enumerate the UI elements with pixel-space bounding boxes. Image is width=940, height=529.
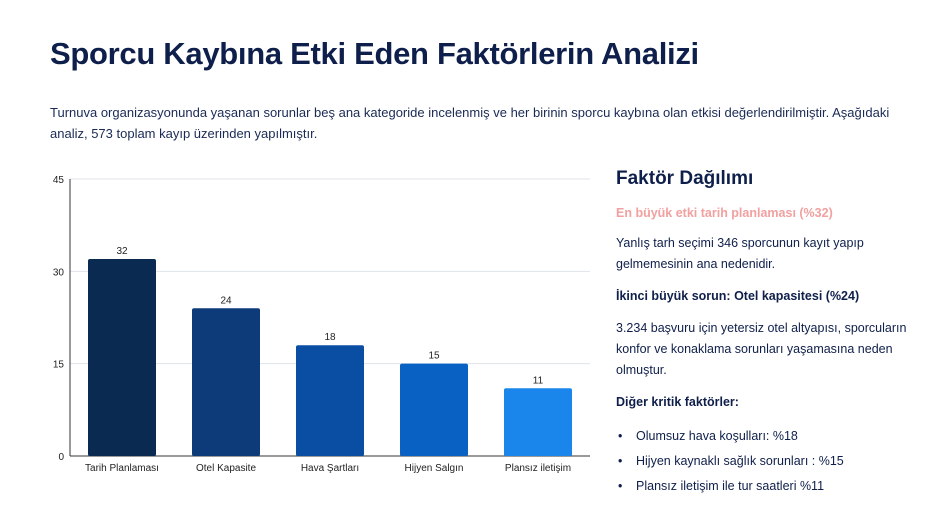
bar-chart: 0 15 30 45 32 Tarih Planlaması 24 Otel Kapasite…: [53, 175, 590, 474]
factor-panel: Faktör Dağılımı En büyük etki tarih plan…: [616, 168, 916, 499]
intro-text: Turnuva organizasyonunda yaşanan sorunla…: [50, 105, 890, 141]
bar: [400, 363, 468, 456]
page-title: Sporcu Kaybına Etki Eden Faktörlerin Ana…: [50, 36, 699, 71]
bar: [296, 345, 364, 456]
list-item: Plansız iletişim ile tur saatleri %11: [616, 474, 916, 499]
data-label: 11: [533, 375, 544, 386]
paragraph-4: Diğer kritik faktörler:: [616, 395, 739, 409]
x-tick-label: Hava Şartları: [301, 463, 359, 474]
list-item: Hijyen kaynaklı sağlık sorunları : %15: [616, 449, 916, 474]
x-tick-label: Otel Kapasite: [196, 463, 256, 474]
paragraph-2: İkinci büyük sorun: Otel kapasitesi (%24…: [616, 289, 860, 303]
list-item: Olumsuz hava koşulları: %18: [616, 424, 916, 449]
data-label: 24: [220, 295, 232, 306]
bar: [88, 259, 156, 456]
y-tick-label: 0: [58, 452, 64, 463]
bar: [192, 308, 260, 456]
factor-list: Olumsuz hava koşulları: %18 Hijyen kayna…: [616, 424, 916, 499]
highlight-text: En büyük etki tarih planlaması (%32): [616, 206, 833, 220]
x-tick-label: Hijyen Salgın: [405, 463, 464, 474]
y-tick-label: 15: [53, 360, 65, 371]
y-tick-label: 30: [53, 267, 65, 278]
x-tick-label: Plansız iletişim: [505, 463, 571, 474]
x-tick-label: Tarih Planlaması: [85, 463, 159, 474]
data-label: 15: [428, 351, 440, 362]
data-label: 32: [116, 246, 128, 257]
bar: [504, 388, 572, 456]
panel-heading: Faktör Dağılımı: [616, 168, 754, 189]
y-tick-label: 45: [53, 175, 65, 186]
paragraph-3: 3.234 başvuru için yetersiz otel altyapı…: [616, 321, 907, 377]
data-label: 18: [324, 332, 336, 343]
paragraph-1: Yanlış tarh seçimi 346 sporcunun kayıt y…: [616, 236, 864, 271]
